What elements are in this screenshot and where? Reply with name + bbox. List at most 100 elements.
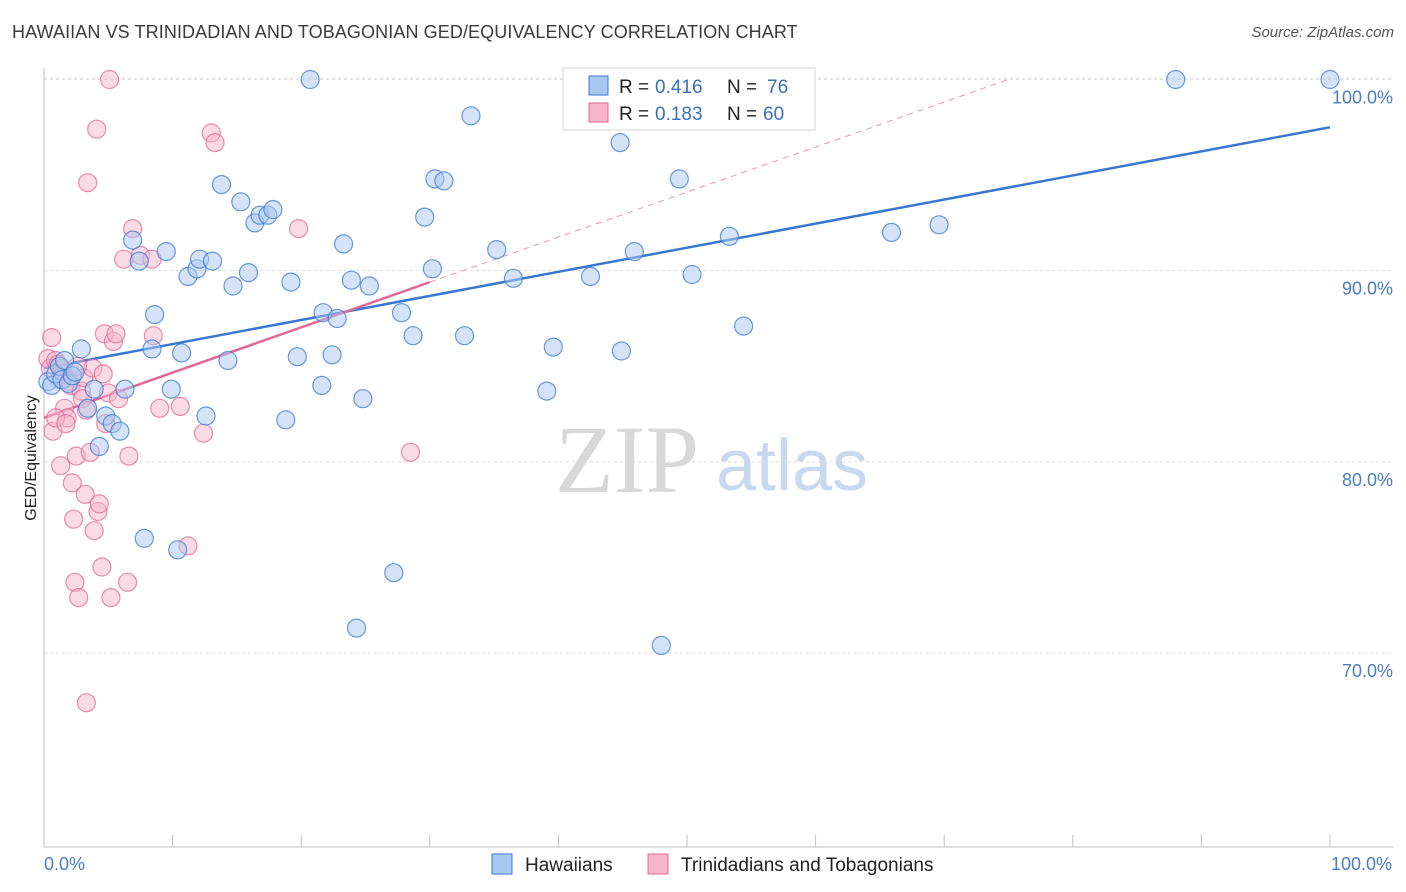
hawaiian-point-74	[733, 316, 754, 336]
hawaiian-point-75	[881, 222, 902, 242]
hawaiian-point-20	[142, 339, 162, 359]
hawaiian-point-44	[312, 375, 332, 395]
hawaiian-point-67	[610, 133, 630, 153]
hawaiian-point-69	[624, 242, 644, 262]
trinidadian-point-58	[56, 414, 76, 434]
legend-swatch-trinidadians	[588, 102, 609, 123]
hawaiian-point-46	[322, 345, 342, 365]
trinidadian-point-43	[119, 446, 139, 466]
hawaiian-point-68	[611, 341, 632, 361]
hawaiian-point-11	[84, 379, 104, 399]
hawaiian-point-16	[115, 379, 135, 399]
hawaiian-point-63	[503, 268, 524, 288]
hawaiian-point-32	[218, 350, 238, 371]
hawaiian-point-59	[434, 171, 454, 191]
hawaiian-point-57	[422, 259, 442, 279]
hawaiian-point-56	[415, 207, 435, 227]
hawaiian-point-31	[211, 175, 232, 195]
hawaiian-point-55	[403, 326, 423, 346]
hawaiian-point-41	[281, 272, 301, 292]
hawaiian-point-78	[1320, 69, 1340, 90]
hawaiian-point-22	[156, 242, 176, 262]
trinidadian-point-42	[117, 572, 138, 592]
x-tick-label-min: 0.0%	[44, 854, 85, 874]
legend-r-value-1: 0.416	[655, 77, 703, 98]
hawaiian-point-64	[537, 381, 557, 401]
hawaiian-point-49	[341, 270, 361, 290]
legend-r-label-2: R =	[619, 104, 649, 125]
hawaiian-point-42	[287, 347, 307, 367]
trinidadian-point-2	[42, 328, 62, 348]
hawaiian-point-60	[454, 326, 475, 346]
hawaiian-point-23	[161, 379, 181, 399]
trinidadian-point-36	[99, 69, 120, 90]
bottom-legend-label-trinidadians: Trinidadians and Tobagonians	[681, 855, 933, 876]
bottom-legend: Hawaiians Trinidadians and Tobagonians	[491, 853, 933, 876]
chart-title: HAWAIIAN VS TRINIDADIAN AND TOBAGONIAN G…	[12, 22, 798, 42]
hawaiian-point-9	[71, 339, 91, 359]
hawaiian-point-40	[276, 410, 296, 430]
hawaiian-point-43	[300, 69, 320, 90]
hawaiian-point-25	[172, 343, 192, 363]
trinidadian-point-27	[84, 521, 104, 541]
watermark: ZIP atlas	[555, 406, 868, 513]
series-hawaiian-points	[38, 69, 1340, 656]
trinidadian-point-7	[51, 456, 71, 476]
bottom-legend-label-hawaiians: Hawaiians	[525, 855, 613, 876]
bottom-legend-swatch-trinidadians	[647, 853, 669, 875]
hawaiian-point-77	[1166, 69, 1186, 90]
hawaiian-point-48	[334, 234, 354, 254]
trinidadian-point-28	[87, 119, 107, 139]
legend: R = 0.416 N = 76 R = 0.183 N = 60	[562, 67, 816, 131]
hawaiian-point-76	[929, 215, 949, 235]
hawaiian-point-39	[263, 199, 283, 220]
hawaiian-point-47	[327, 308, 347, 329]
hawaiian-point-8	[65, 362, 85, 382]
y-tick-label-80: 80.0%	[1342, 470, 1393, 490]
hawaiian-point-72	[682, 264, 702, 285]
hawaiian-point-10	[78, 398, 98, 418]
trinidadian-point-39	[106, 324, 126, 344]
trinidadian-point-15	[63, 509, 84, 529]
hawaiian-point-71	[669, 169, 689, 189]
legend-r-label-1: R =	[619, 77, 649, 98]
hawaiian-point-12	[89, 436, 109, 457]
hawaiian-point-29	[196, 406, 216, 426]
trinidadian-point-14	[62, 473, 82, 493]
hawaiian-point-21	[145, 305, 165, 325]
hawaiian-point-53	[384, 563, 404, 583]
hawaiian-point-70	[651, 635, 671, 656]
trinidadian-point-50	[193, 423, 214, 443]
legend-r-value-2: 0.183	[655, 104, 703, 125]
y-tick-label-70: 70.0%	[1342, 661, 1393, 681]
trinidadian-point-22	[75, 484, 95, 504]
hawaiian-point-61	[461, 106, 481, 126]
hawaiian-point-50	[346, 618, 367, 638]
y-tick-labels: 70.0% 80.0% 90.0% 100.0%	[1332, 88, 1393, 682]
hawaiian-point-65	[543, 337, 563, 357]
hawaiian-point-30	[202, 251, 223, 271]
hawaiian-point-73	[719, 226, 740, 246]
x-ticks	[43, 835, 1331, 847]
trinidadian-point-55	[76, 693, 97, 713]
trend-line-trinidadians-extended	[429, 79, 1009, 283]
watermark-atlas: atlas	[716, 426, 868, 506]
legend-n-value-2: 60	[763, 104, 784, 125]
legend-n-value-1: 76	[767, 77, 788, 98]
trinidadian-point-48	[150, 398, 170, 418]
legend-n-label-1: N =	[727, 77, 757, 98]
trinidadian-point-54	[400, 442, 421, 462]
hawaiian-point-24	[168, 540, 188, 560]
hawaiian-point-33	[223, 276, 243, 296]
trinidadian-point-32	[93, 364, 113, 384]
y-tick-label-100: 100.0%	[1332, 88, 1393, 108]
hawaiian-point-34	[231, 192, 251, 212]
trinidadian-point-31	[92, 557, 112, 577]
y-axis-label: GED/Equivalency	[23, 395, 40, 520]
hawaiian-point-35	[238, 263, 259, 283]
watermark-zip: ZIP	[555, 406, 699, 513]
y-tick-label-90: 90.0%	[1342, 279, 1393, 299]
hawaiian-point-15	[110, 421, 130, 441]
hawaiian-point-19	[134, 528, 154, 548]
